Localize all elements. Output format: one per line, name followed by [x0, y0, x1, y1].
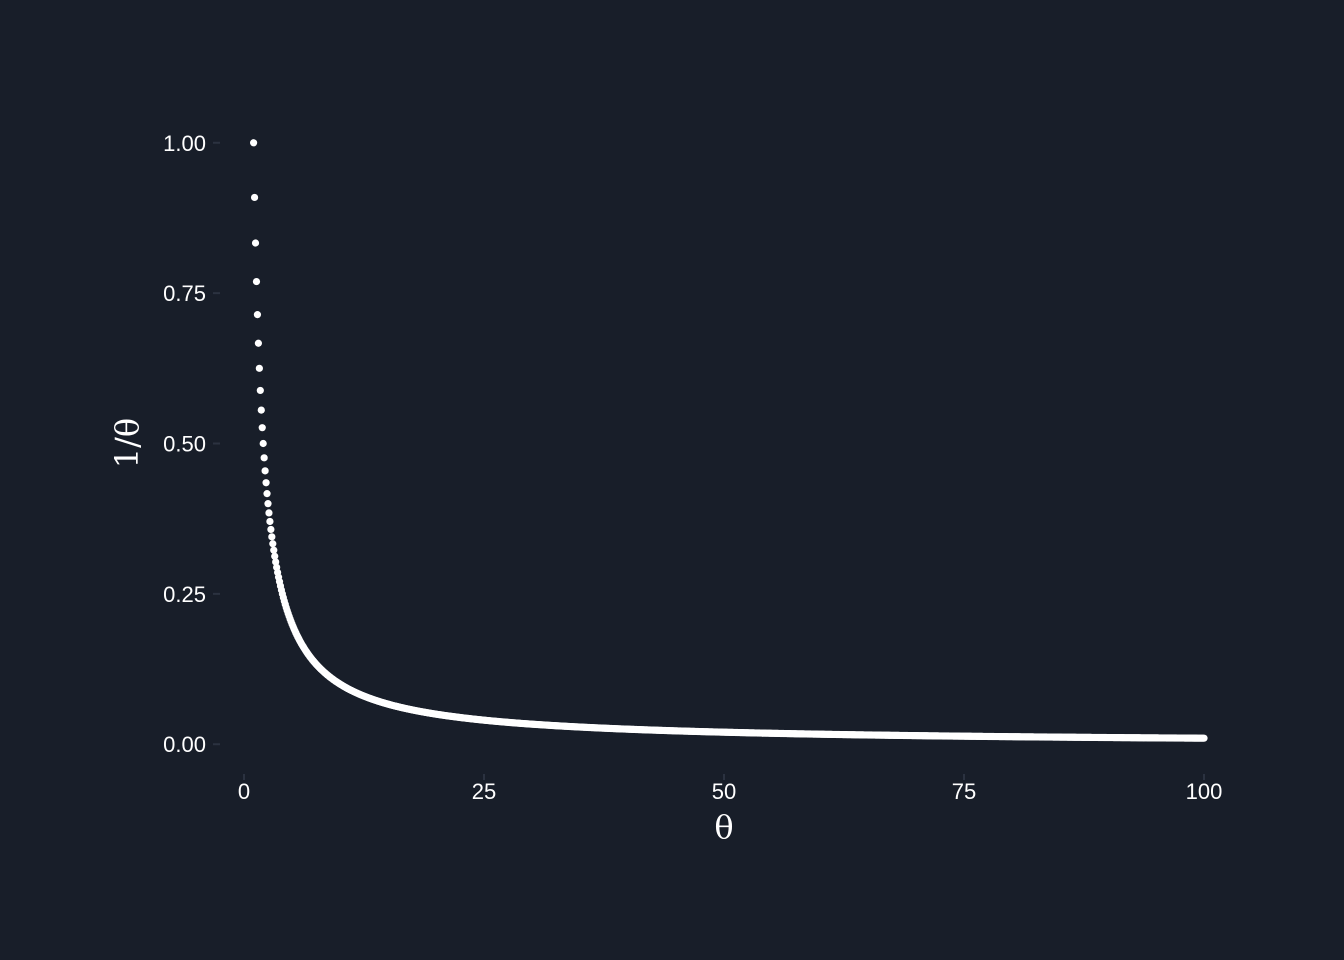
y-tick-label: 0.50 — [163, 432, 206, 457]
x-tick-label: 100 — [1186, 779, 1223, 804]
x-tick-label: 0 — [238, 779, 250, 804]
data-point — [261, 467, 269, 475]
x-axis: 0 25 50 75 100 — [238, 774, 1222, 804]
data-point — [271, 552, 279, 560]
data-point — [269, 540, 277, 548]
y-tick-label: 0.25 — [163, 582, 206, 607]
data-point — [255, 364, 263, 372]
x-tick-label: 75 — [952, 779, 976, 804]
data-point — [259, 439, 267, 448]
y-axis: 0.00 0.25 0.50 0.75 1.00 — [163, 131, 220, 757]
data-point — [1200, 734, 1208, 742]
y-axis-title: 1/θ — [108, 418, 146, 468]
data-point — [253, 311, 262, 319]
data-point — [272, 558, 280, 566]
data-point — [250, 139, 258, 147]
data-point — [256, 386, 264, 395]
y-tick-label: 0.75 — [163, 281, 206, 306]
data-point — [265, 509, 273, 517]
x-tick-label: 25 — [472, 779, 496, 804]
y-tick-label: 1.00 — [163, 131, 206, 156]
data-point — [268, 533, 276, 541]
y-tick-label: 0.00 — [163, 732, 206, 757]
data-point — [260, 454, 268, 462]
data-point — [251, 239, 260, 247]
data-point — [264, 500, 272, 508]
data-point — [270, 546, 278, 554]
data-points — [250, 139, 1208, 742]
x-tick-label: 50 — [712, 779, 736, 804]
data-point — [257, 406, 265, 414]
data-point — [252, 277, 261, 286]
data-point — [263, 490, 271, 498]
data-point — [254, 339, 262, 347]
data-point — [262, 479, 270, 487]
x-axis-title: θ — [714, 808, 733, 846]
data-point — [258, 424, 266, 432]
data-point — [250, 193, 259, 202]
data-point — [267, 525, 275, 534]
data-point — [266, 517, 274, 526]
